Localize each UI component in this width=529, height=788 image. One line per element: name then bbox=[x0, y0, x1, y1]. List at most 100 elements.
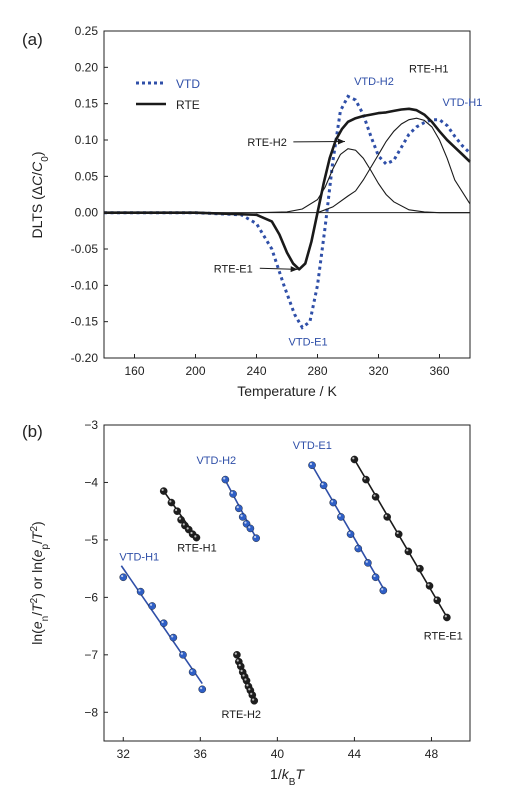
data-point-highlight-vtd-e1-7 bbox=[373, 574, 376, 578]
y-tick-label-6: -0.05 bbox=[71, 242, 99, 256]
data-point-rte-h1-2 bbox=[173, 507, 181, 515]
data-point-highlight-rte-h1-4 bbox=[182, 523, 185, 526]
data-point-vtd-e1-5 bbox=[354, 544, 363, 553]
x-tick-label-48: 48 bbox=[425, 747, 439, 761]
data-point-highlight-rte-e1-1 bbox=[363, 477, 366, 480]
data-point-rte-e1-8 bbox=[433, 596, 442, 605]
y-tick-label-7: -0.10 bbox=[71, 278, 99, 292]
data-point-vtd-h2-1 bbox=[229, 490, 237, 498]
data-point-highlight-rte-h1-6 bbox=[190, 531, 193, 535]
data-point-vtd-e1-4 bbox=[346, 530, 355, 538]
annotation-rte-h1: RTE-H1 bbox=[409, 63, 449, 75]
panel-b-axes-frame bbox=[103, 424, 471, 742]
panel-a-axes-frame bbox=[103, 30, 471, 359]
data-point-vtd-h1-0 bbox=[119, 573, 128, 582]
data-point-rte-e1-4 bbox=[394, 530, 403, 538]
panel-a-legend: VTD RTE bbox=[136, 77, 200, 112]
panel-b-annotations: VTD-H1 RTE-H1 VTD-H2 VTD-E1 RTE-E1 RTE-H2 bbox=[119, 440, 462, 721]
data-point-vtd-e1-1 bbox=[319, 481, 328, 490]
data-point-vtd-h1-2 bbox=[148, 602, 156, 610]
data-point-highlight-rte-h2-4 bbox=[242, 674, 245, 677]
y-tick-label-3: 0.10 bbox=[75, 133, 99, 147]
data-point-rte-h1-0 bbox=[159, 487, 168, 495]
panel-a-x-axis-label: Temperature / K bbox=[237, 383, 337, 399]
data-point-highlight-rte-h2-9 bbox=[252, 698, 255, 701]
data-point-highlight-rte-h2-3 bbox=[240, 669, 243, 672]
data-point-vtd-e1-7 bbox=[371, 573, 380, 582]
data-point-highlight-vtd-e1-0 bbox=[309, 462, 313, 466]
data-point-rte-e1-6 bbox=[416, 564, 424, 573]
data-point-highlight-vtd-h1-7 bbox=[200, 686, 203, 690]
data-point-vtd-h2-5 bbox=[246, 524, 255, 533]
data-point-highlight-vtd-h2-5 bbox=[248, 526, 251, 529]
data-point-highlight-rte-h1-0 bbox=[161, 488, 164, 491]
data-point-highlight-vtd-e1-3 bbox=[338, 514, 341, 517]
x-tick-label-44: 44 bbox=[348, 747, 362, 761]
data-point-vtd-e1-6 bbox=[364, 559, 372, 567]
annotation-vtd-e1: VTD-E1 bbox=[289, 337, 328, 349]
data-point-rte-h1-7 bbox=[192, 533, 201, 542]
legend-rte-label: RTE bbox=[176, 98, 200, 112]
y-tick-label-4: 0.05 bbox=[75, 169, 99, 183]
data-point-highlight-vtd-h2-1 bbox=[230, 491, 234, 494]
panel-b-label: (b) bbox=[22, 422, 43, 441]
annotation-vtd-h2: VTD-H2 bbox=[196, 455, 236, 467]
y-tick-label-6: −6 bbox=[84, 590, 98, 604]
y-tick-label-4: −4 bbox=[84, 475, 98, 489]
data-point-highlight-rte-h1-1 bbox=[169, 500, 172, 503]
panel-b-series bbox=[119, 455, 451, 705]
series-rte-h1-component-line bbox=[317, 117, 471, 214]
annotation-vtd-h1: VTD-H1 bbox=[119, 552, 159, 564]
data-point-highlight-vtd-h2-4 bbox=[244, 521, 247, 524]
x-tick-label-160: 160 bbox=[124, 364, 144, 378]
panel-b: (b) 32 36 40 44 48−3−4−5−6−7−8 VTD-H1RTE-H1V… bbox=[22, 418, 471, 788]
data-point-rte-h1-1 bbox=[167, 498, 176, 507]
panel-a-y-axis-label: DLTS (ΔC/C0) bbox=[29, 151, 51, 238]
y-tick-label-0: 0.25 bbox=[75, 24, 99, 38]
series-rte-h2-component-line bbox=[256, 148, 470, 214]
data-point-highlight-rte-e1-2 bbox=[373, 494, 376, 497]
annotation-rte-h1: RTE-H1 bbox=[177, 542, 217, 554]
data-point-highlight-rte-e1-8 bbox=[435, 597, 438, 601]
data-point-highlight-vtd-h1-2 bbox=[149, 603, 153, 606]
data-point-highlight-rte-e1-3 bbox=[384, 514, 388, 517]
data-point-highlight-vtd-h2-0 bbox=[223, 477, 226, 480]
series-vtd-h1 bbox=[119, 565, 207, 694]
data-point-rte-h2-9 bbox=[250, 696, 259, 705]
data-point-highlight-vtd-h2-3 bbox=[240, 514, 243, 517]
panel-b-ticks: 32 36 40 44 48 −3 −4 −5 −6 −7 −8 bbox=[84, 418, 438, 761]
data-point-vtd-h1-6 bbox=[188, 668, 197, 676]
series-rte-h1 bbox=[159, 487, 201, 542]
data-point-vtd-h2-3 bbox=[238, 513, 247, 521]
y-tick-label-7: −7 bbox=[84, 648, 98, 662]
data-point-highlight-vtd-h1-4 bbox=[171, 635, 174, 638]
data-point-highlight-vtd-e1-2 bbox=[331, 500, 334, 503]
data-point-highlight-vtd-h1-1 bbox=[138, 589, 141, 592]
data-point-highlight-rte-h1-7 bbox=[194, 535, 197, 538]
data-point-rte-e1-3 bbox=[383, 513, 391, 521]
panel-a-ticks: 160 200 240 280 320 360 0.25 0.20 0.15 0.10 0.05 0.… bbox=[71, 24, 450, 378]
y-tick-label-8: -0.15 bbox=[71, 315, 99, 329]
data-point-vtd-h1-3 bbox=[159, 619, 168, 628]
x-tick-label-36: 36 bbox=[194, 747, 208, 761]
data-point-highlight-vtd-h2-2 bbox=[236, 506, 239, 509]
data-point-highlight-rte-h1-2 bbox=[175, 508, 178, 512]
data-point-highlight-vtd-e1-8 bbox=[381, 588, 384, 591]
x-tick-label-200: 200 bbox=[185, 364, 205, 378]
data-point-vtd-h1-4 bbox=[169, 633, 178, 642]
data-point-vtd-h1-1 bbox=[136, 587, 145, 596]
data-point-highlight-vtd-e1-4 bbox=[348, 531, 351, 535]
data-point-rte-e1-2 bbox=[371, 493, 380, 501]
data-point-rte-e1-5 bbox=[404, 547, 413, 556]
panel-a-series bbox=[104, 94, 472, 330]
y-tick-label-5: 0.00 bbox=[75, 206, 99, 220]
data-point-highlight-vtd-h1-3 bbox=[161, 620, 164, 624]
legend-vtd-label: VTD bbox=[176, 77, 200, 91]
x-tick-label-320: 320 bbox=[368, 364, 388, 378]
data-point-rte-e1-1 bbox=[362, 475, 370, 484]
annotation-rte-h2: RTE-H2 bbox=[222, 709, 262, 721]
data-point-rte-e1-0 bbox=[350, 455, 359, 464]
data-point-vtd-h2-0 bbox=[221, 475, 230, 484]
data-point-vtd-e1-0 bbox=[308, 461, 316, 470]
